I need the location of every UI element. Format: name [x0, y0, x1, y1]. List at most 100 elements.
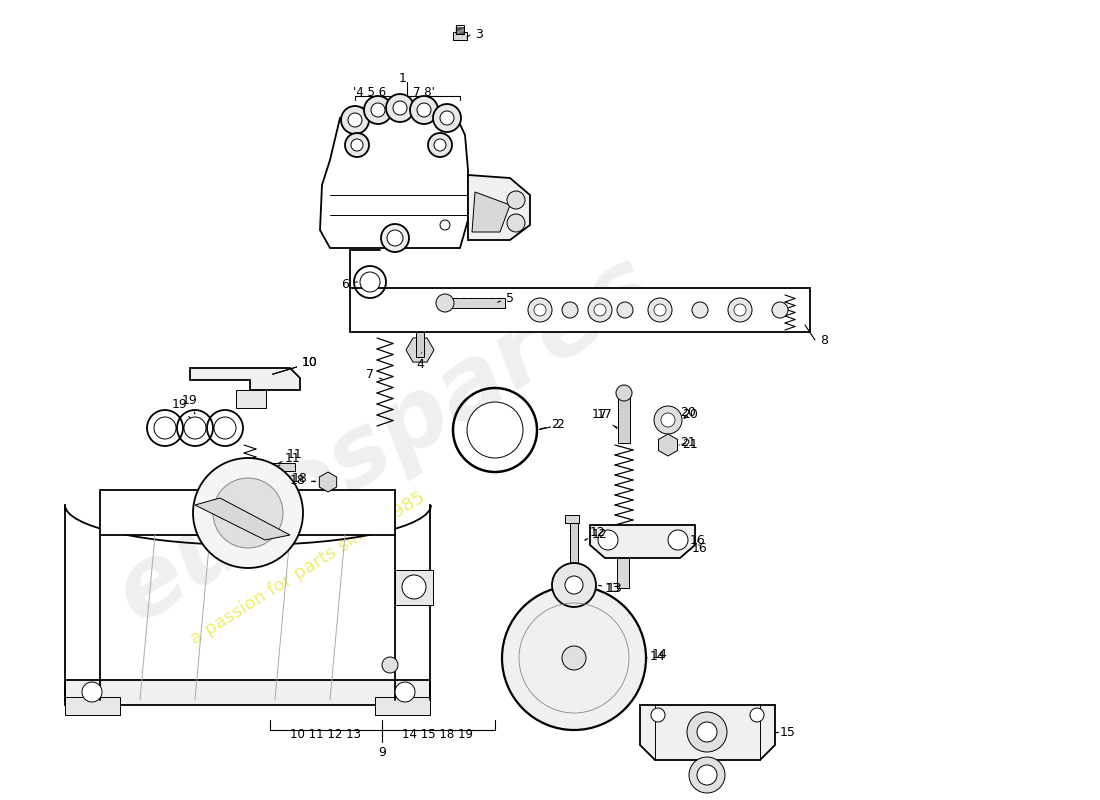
Circle shape [728, 298, 752, 322]
Circle shape [393, 101, 407, 115]
Circle shape [594, 304, 606, 316]
Circle shape [440, 220, 450, 230]
Text: 14: 14 [646, 649, 668, 662]
Circle shape [750, 708, 764, 722]
Text: 19: 19 [172, 398, 190, 418]
Text: 18: 18 [293, 471, 316, 485]
Text: 7 8': 7 8' [412, 86, 434, 99]
Text: 17: 17 [592, 409, 617, 428]
Polygon shape [468, 175, 530, 240]
Text: 20: 20 [680, 406, 696, 419]
Circle shape [364, 96, 392, 124]
Text: 10: 10 [273, 357, 318, 374]
Circle shape [688, 712, 727, 752]
Bar [100, 490, 395, 535]
Circle shape [341, 106, 368, 134]
Text: 11: 11 [278, 451, 301, 466]
Circle shape [534, 304, 546, 316]
Circle shape [410, 96, 438, 124]
Circle shape [214, 417, 236, 439]
Circle shape [348, 113, 362, 127]
Text: 2: 2 [540, 418, 559, 431]
Circle shape [395, 682, 415, 702]
Bar [236, 390, 266, 408]
Circle shape [734, 304, 746, 316]
Text: 16: 16 [692, 542, 708, 554]
Circle shape [433, 104, 461, 132]
Polygon shape [190, 368, 300, 390]
Text: 12: 12 [585, 529, 608, 542]
Circle shape [154, 417, 176, 439]
Circle shape [184, 417, 206, 439]
Circle shape [772, 302, 788, 318]
Circle shape [387, 230, 403, 246]
Circle shape [440, 111, 454, 125]
Text: 13: 13 [598, 582, 620, 594]
Circle shape [661, 413, 675, 427]
Circle shape [436, 294, 454, 312]
Text: 12: 12 [585, 526, 606, 540]
Circle shape [651, 708, 666, 722]
Bar [375, 697, 430, 715]
Circle shape [565, 576, 583, 594]
Text: 11: 11 [277, 449, 302, 464]
Polygon shape [640, 705, 776, 760]
Polygon shape [659, 434, 678, 456]
Circle shape [617, 302, 632, 318]
Circle shape [417, 103, 431, 117]
Bar [65, 697, 120, 715]
Text: '4 5 6: '4 5 6 [353, 86, 386, 99]
Text: 1: 1 [399, 71, 407, 85]
Bar [565, 515, 579, 523]
Circle shape [82, 682, 102, 702]
Bar [446, 298, 505, 308]
Text: 14: 14 [646, 650, 666, 662]
Circle shape [616, 385, 632, 401]
Bar [453, 32, 468, 40]
Circle shape [381, 224, 409, 252]
Bar [456, 25, 464, 34]
Circle shape [552, 563, 596, 607]
Circle shape [697, 722, 717, 742]
Circle shape [528, 298, 552, 322]
Polygon shape [195, 498, 290, 540]
Text: 18: 18 [290, 474, 316, 486]
Circle shape [588, 298, 612, 322]
Text: 4: 4 [416, 353, 424, 371]
Circle shape [502, 586, 646, 730]
Text: 10 11 12 13: 10 11 12 13 [289, 728, 361, 741]
Text: 7: 7 [366, 369, 383, 382]
Circle shape [386, 94, 414, 122]
Bar [617, 558, 629, 588]
Circle shape [192, 458, 303, 568]
Text: 19: 19 [183, 394, 198, 414]
Circle shape [689, 757, 725, 793]
Circle shape [213, 478, 283, 548]
Text: 2: 2 [540, 418, 564, 431]
Circle shape [468, 402, 522, 458]
Bar [395, 570, 433, 605]
Circle shape [654, 304, 666, 316]
Bar [416, 332, 424, 357]
Circle shape [692, 302, 708, 318]
Text: 15: 15 [780, 726, 796, 738]
Circle shape [654, 406, 682, 434]
Polygon shape [319, 472, 337, 492]
Circle shape [562, 646, 586, 670]
Circle shape [507, 191, 525, 209]
Text: 13: 13 [598, 582, 623, 594]
Text: 16: 16 [690, 534, 706, 546]
Circle shape [598, 530, 618, 550]
Bar [350, 288, 810, 332]
Text: 6: 6 [341, 278, 358, 291]
Circle shape [360, 272, 379, 292]
Circle shape [648, 298, 672, 322]
Circle shape [434, 139, 446, 151]
Polygon shape [65, 680, 430, 705]
Text: a passion for parts since 1985: a passion for parts since 1985 [188, 488, 428, 648]
Bar [570, 523, 578, 563]
Text: 5: 5 [497, 291, 514, 305]
Circle shape [382, 657, 398, 673]
Text: 10: 10 [273, 357, 318, 374]
Polygon shape [590, 525, 695, 558]
